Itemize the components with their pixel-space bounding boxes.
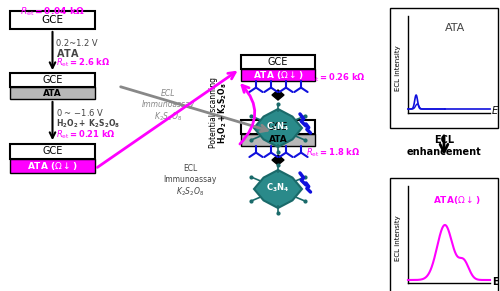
Text: $R_{\rm et}$$\bf{ = 0.04\ k\Omega}$: $R_{\rm et}$$\bf{ = 0.04\ k\Omega}$ (20, 6, 84, 19)
Bar (241, 134, 315, 146)
Text: $\mathbf{E}$: $\mathbf{E}$ (492, 275, 500, 287)
Text: ATA($\Omega\downarrow$): ATA($\Omega\downarrow$) (433, 194, 480, 206)
Text: $\mathbf{H_2O_2 + \ K_2S_2O_8}$: $\mathbf{H_2O_2 + \ K_2S_2O_8}$ (56, 118, 120, 130)
Bar (10, 87, 95, 99)
Text: ATA: ATA (444, 23, 465, 33)
Text: GCE: GCE (268, 57, 288, 67)
Text: $\mathbf{ATA}$: $\mathbf{ATA}$ (56, 47, 79, 59)
Polygon shape (254, 170, 302, 208)
Bar (10, 11, 95, 29)
Text: ATA ($\Omega\downarrow$): ATA ($\Omega\downarrow$) (252, 69, 304, 81)
Bar (10, 73, 95, 87)
Text: ECL
Immunoassay
$K_2S_2O_8$: ECL Immunoassay $K_2S_2O_8$ (142, 89, 195, 123)
Text: ECL
Immunoassay
$K_2S_2O_8$: ECL Immunoassay $K_2S_2O_8$ (164, 164, 216, 198)
Text: 0 ~ $-$1.6 V: 0 ~ $-$1.6 V (56, 107, 104, 118)
Bar (10, 144, 95, 159)
Text: $R_{\rm et}$$\mathbf{ = 0.26\ k\Omega}$: $R_{\rm et}$$\mathbf{ = 0.26\ k\Omega}$ (306, 72, 366, 84)
Text: $\mathbf{C_3N_4}$: $\mathbf{C_3N_4}$ (266, 182, 289, 194)
Text: ATA: ATA (43, 88, 62, 97)
Polygon shape (272, 155, 284, 165)
Text: 0.2~1.2 V: 0.2~1.2 V (56, 38, 97, 47)
Text: E: E (492, 106, 498, 116)
Bar (241, 69, 315, 81)
Text: $\mathbf{C_3N_4}$: $\mathbf{C_3N_4}$ (266, 121, 289, 133)
Text: $\mathbf{H_2O_2 + K_2S_2O_8}$: $\mathbf{H_2O_2 + K_2S_2O_8}$ (217, 82, 229, 144)
Text: Potential scanning: Potential scanning (208, 77, 218, 148)
Text: GCE: GCE (42, 146, 62, 157)
Text: $R_{\rm et}$$\mathbf{ = 1.8\ k\Omega}$: $R_{\rm et}$$\mathbf{ = 1.8\ k\Omega}$ (306, 147, 360, 159)
Polygon shape (254, 109, 302, 147)
Text: ECL
enhancement: ECL enhancement (406, 135, 482, 157)
Text: ATA: ATA (268, 136, 287, 145)
Text: $R_{\rm et}$$\bf{ = 0.21\ k\Omega}$: $R_{\rm et}$$\bf{ = 0.21\ k\Omega}$ (56, 129, 115, 141)
Bar (241, 55, 315, 69)
Bar (390, 8, 498, 128)
Text: GCE: GCE (42, 15, 64, 25)
Text: GCE: GCE (42, 75, 62, 85)
Text: $R_{\rm et}$$\bf{ = 2.6\ k\Omega}$: $R_{\rm et}$$\bf{ = 2.6\ k\Omega}$ (56, 57, 110, 69)
Text: ATA ($\Omega\downarrow$): ATA ($\Omega\downarrow$) (27, 160, 78, 172)
Text: GCE: GCE (268, 122, 288, 132)
Polygon shape (272, 90, 284, 100)
Bar (10, 159, 95, 173)
Bar (241, 120, 315, 134)
Text: ECL intensity: ECL intensity (395, 215, 401, 261)
Bar (390, 178, 498, 291)
Text: ECL intensity: ECL intensity (395, 45, 401, 91)
